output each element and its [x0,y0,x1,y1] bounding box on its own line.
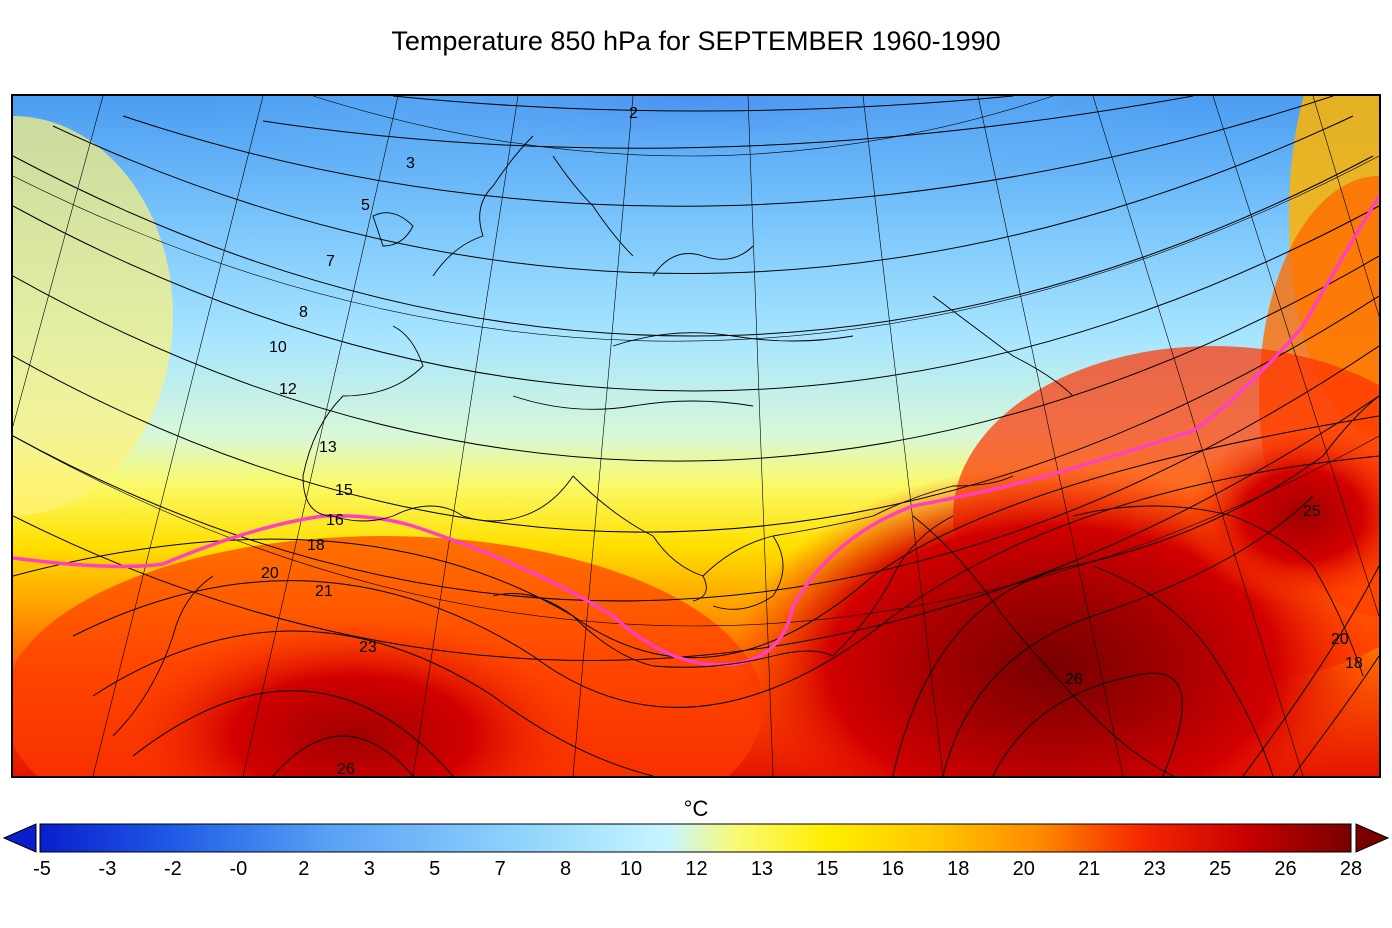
colorbar-tick-label: -3 [98,858,117,880]
contour-label: 25 [1303,503,1321,520]
contour-label: 5 [361,197,370,214]
map-canvas: 2 3 5 7 8 10 12 13 15 16 18 20 21 23 26 … [13,96,1379,776]
contour-label: 16 [326,512,344,529]
colorbar-tick-label: 20 [1012,858,1035,880]
contour-label: 7 [326,253,335,270]
colorbar-tick-label: 8 [560,858,572,880]
colorbar-tick-label: 25 [1208,858,1232,880]
colorbar-tick-label: 23 [1143,858,1166,880]
map-title: Temperature 850 hPa for SEPTEMBER 1960-1… [391,26,1001,56]
colorbar-tick-label: 7 [494,858,506,880]
colorbar-tick-label: -2 [163,858,182,880]
contour-label: 20 [261,565,279,582]
contour-label: 26 [337,761,355,776]
colorbar-min-extend [2,823,37,853]
contour-label: 8 [299,304,308,321]
colorbar-tick-label: 5 [429,858,441,880]
contour-label: 13 [319,439,337,456]
contour-label: 2 [629,105,638,122]
graticule [13,96,1379,776]
colorbar-tick-label: 12 [685,858,708,880]
isotherm-16-highlight [13,195,1379,667]
contour-labels: 2 3 5 7 8 10 12 13 15 16 18 20 21 23 26 … [261,105,1363,776]
colorbar-tick-label: -0 [229,858,248,880]
colorbar-tick-label: 18 [947,858,970,880]
coastlines [112,135,1364,776]
isotherms [13,96,1379,776]
contour-label: 18 [307,537,325,554]
contour-label: 18 [1345,655,1363,672]
colorbar-max-extend [1355,823,1390,853]
colorbar-tick-label: 15 [816,858,839,880]
colorbar-tick-label: 2 [298,858,310,880]
colorbar-tick-label: 3 [363,858,375,880]
contour-label: 21 [315,583,333,600]
colorbar-tick-label: 10 [619,858,643,880]
contour-label: 3 [406,155,415,172]
colorbar-unit: °C [683,796,709,821]
colorbar-tick-label: 21 [1078,858,1101,880]
colorbar-tick-label: 26 [1274,858,1297,880]
colorbar-tick-label: 13 [750,858,774,880]
temperature-map: 2 3 5 7 8 10 12 13 15 16 18 20 21 23 26 … [11,94,1381,778]
colorbar-tick-label: 28 [1339,858,1363,880]
contour-label: 15 [335,482,353,499]
contour-label: 20 [1331,631,1349,648]
contour-label: 10 [269,339,287,356]
colorbar-tick-label: -5 [33,858,51,880]
colorbar-scale [39,823,1352,853]
contour-label: 23 [359,639,377,656]
contour-label: 26 [1065,671,1083,688]
colorbar [2,823,1390,853]
contour-label: 12 [279,381,297,398]
colorbar-tick-label: 16 [881,858,904,880]
